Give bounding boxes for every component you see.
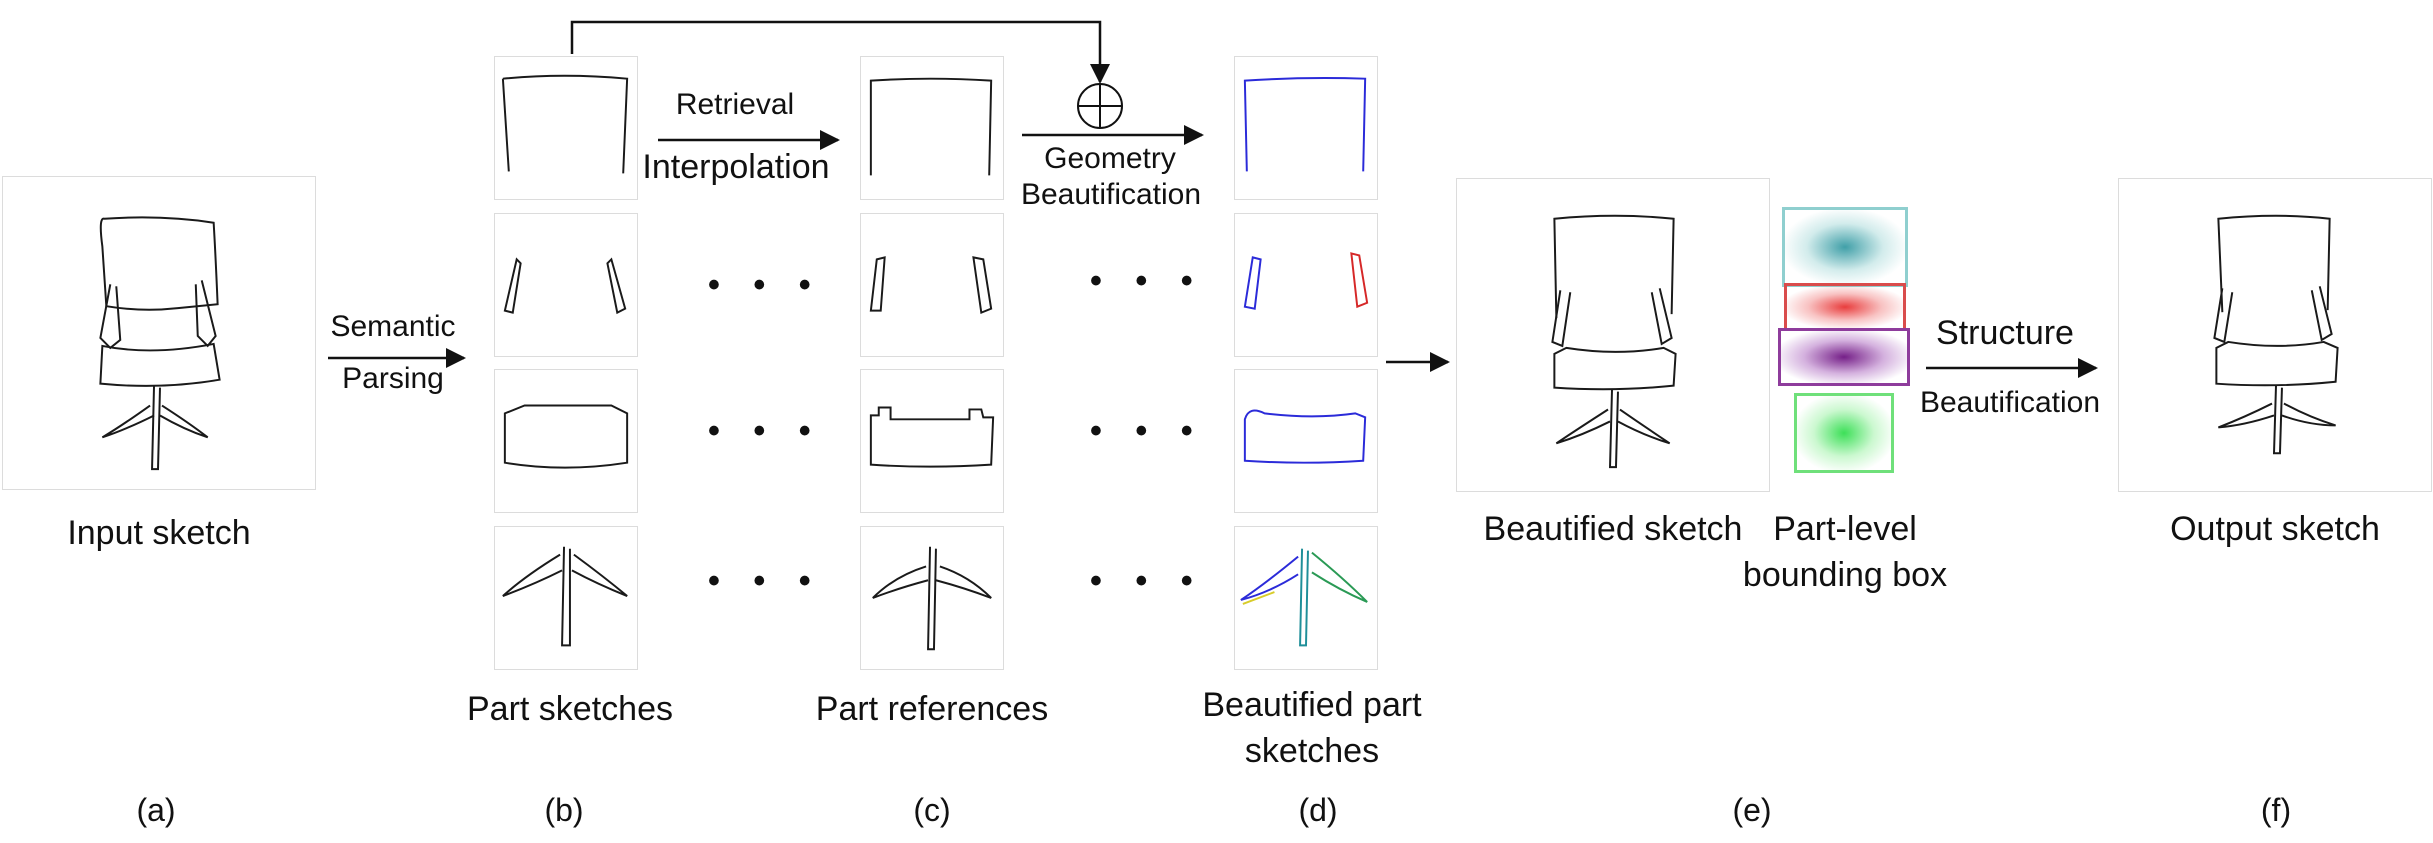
part-reference-arms — [860, 213, 1004, 357]
ellipsis-row2-cd: • • • — [1090, 262, 1205, 300]
beautified-part-base — [1234, 526, 1378, 670]
retrieval-label: Retrieval — [675, 88, 795, 121]
parsing-label: Parsing — [342, 362, 444, 395]
caption-b: (b) — [544, 792, 584, 828]
caption-f: (f) — [2260, 792, 2292, 828]
beautified-part-seat — [1234, 369, 1378, 513]
part-sketch-arms — [494, 213, 638, 357]
part-reference-seat — [860, 369, 1004, 513]
ellipsis-row2-bc: • • • — [708, 266, 823, 304]
input-sketch-panel — [2, 176, 316, 490]
part-sketch-base — [494, 526, 638, 670]
geometry-beautification-label: Beautification — [1020, 178, 1202, 211]
part-sketch-seat — [494, 369, 638, 513]
part-reference-back — [860, 56, 1004, 200]
caption-d: (d) — [1298, 792, 1338, 828]
part-sketch-back — [494, 56, 638, 200]
geometry-label: Geometry — [1044, 142, 1176, 175]
input-sketch-label: Input sketch — [67, 514, 251, 552]
semantic-label: Semantic — [330, 310, 456, 343]
bbox-seat — [1778, 328, 1910, 386]
ellipsis-row3-cd: • • • — [1090, 412, 1205, 450]
beautified-sketch-panel — [1456, 178, 1770, 492]
output-chair-sketch — [2213, 214, 2339, 455]
beautified-part-label-line1: Beautified part — [1202, 686, 1422, 724]
ellipsis-row3-bc: • • • — [708, 412, 823, 450]
ellipsis-row4-cd: • • • — [1090, 562, 1205, 600]
part-level-label-line1: Part-level — [1773, 510, 1917, 548]
output-sketch-panel — [2118, 178, 2432, 492]
input-chair-sketch — [99, 216, 221, 471]
structure-label: Structure — [1936, 314, 2074, 352]
part-reference-base — [860, 526, 1004, 670]
caption-c: (c) — [913, 792, 951, 828]
structure-beautification-label: Beautification — [1919, 386, 2101, 419]
part-references-label: Part references — [815, 690, 1049, 728]
output-sketch-label: Output sketch — [2170, 510, 2380, 548]
skip-connection-line — [570, 20, 1110, 84]
beautified-part-back — [1234, 56, 1378, 200]
ellipsis-row4-bc: • • • — [708, 562, 823, 600]
caption-a: (a) — [136, 792, 176, 828]
caption-e: (e) — [1732, 792, 1772, 828]
part-sketches-label: Part sketches — [467, 690, 673, 728]
beautified-sketch-label: Beautified sketch — [1483, 510, 1743, 548]
bbox-base — [1794, 393, 1894, 473]
interpolation-label: Interpolation — [642, 148, 830, 186]
beautified-part-label-line2: sketches — [1244, 732, 1380, 770]
beautified-chair-sketch — [1551, 214, 1677, 469]
part-level-label-line2: bounding box — [1742, 556, 1948, 594]
beautified-part-arms — [1234, 213, 1378, 357]
bbox-back — [1782, 207, 1908, 287]
